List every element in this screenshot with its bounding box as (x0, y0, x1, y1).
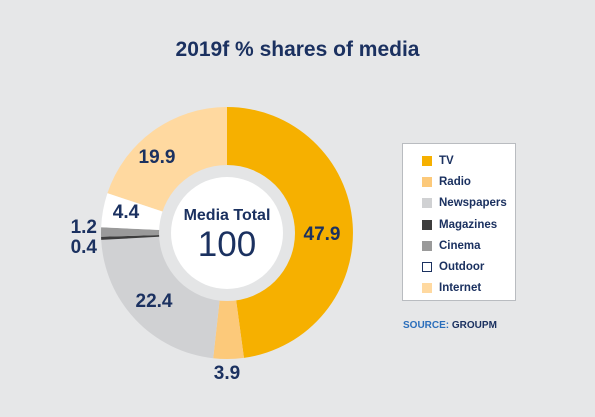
legend-label-cinema: Cinema (439, 240, 481, 252)
legend-swatch-outdoor (422, 262, 432, 272)
chart-title: 2019f % shares of media (175, 38, 420, 61)
value-label-internet: 19.9 (139, 147, 176, 168)
legend-label-magazines: Magazines (439, 219, 498, 231)
legend-swatch-tv (422, 156, 432, 166)
value-label-newspapers: 22.4 (136, 291, 173, 312)
legend-item-outdoor: Outdoor (422, 260, 484, 274)
center-label: Media Total (184, 207, 271, 224)
legend-item-newspapers: Newspapers (422, 196, 507, 210)
value-label-magazines: 0.4 (71, 237, 98, 258)
value-label-radio: 3.9 (214, 363, 240, 384)
legend-item-radio: Radio (422, 175, 471, 189)
legend-item-cinema: Cinema (422, 239, 481, 253)
legend-swatch-newspapers (422, 198, 432, 208)
value-label-outdoor: 4.4 (113, 202, 140, 223)
source-label: SOURCE: (403, 320, 450, 331)
value-label-tv: 47.9 (304, 224, 341, 245)
legend-label-tv: TV (439, 155, 454, 167)
legend-item-magazines: Magazines (422, 218, 497, 232)
source-note: SOURCE: GROUPM (403, 320, 497, 331)
legend-label-radio: Radio (439, 176, 471, 188)
legend-swatch-magazines (422, 220, 432, 230)
legend-swatch-radio (422, 177, 432, 187)
source-value: GROUPM (451, 320, 497, 331)
center-circle (171, 177, 283, 289)
legend-label-newspapers: Newspapers (439, 197, 507, 209)
legend-item-internet: Internet (422, 281, 481, 295)
legend: TV Radio Newspapers Magazines Cinema Out… (402, 143, 516, 301)
legend-swatch-cinema (422, 241, 432, 251)
value-label-cinema: 1.2 (71, 217, 97, 238)
legend-swatch-internet (422, 283, 432, 293)
legend-label-outdoor: Outdoor (439, 261, 485, 273)
legend-item-tv: TV (422, 154, 454, 168)
center-value: 100 (198, 225, 256, 264)
legend-label-internet: Internet (439, 282, 482, 294)
